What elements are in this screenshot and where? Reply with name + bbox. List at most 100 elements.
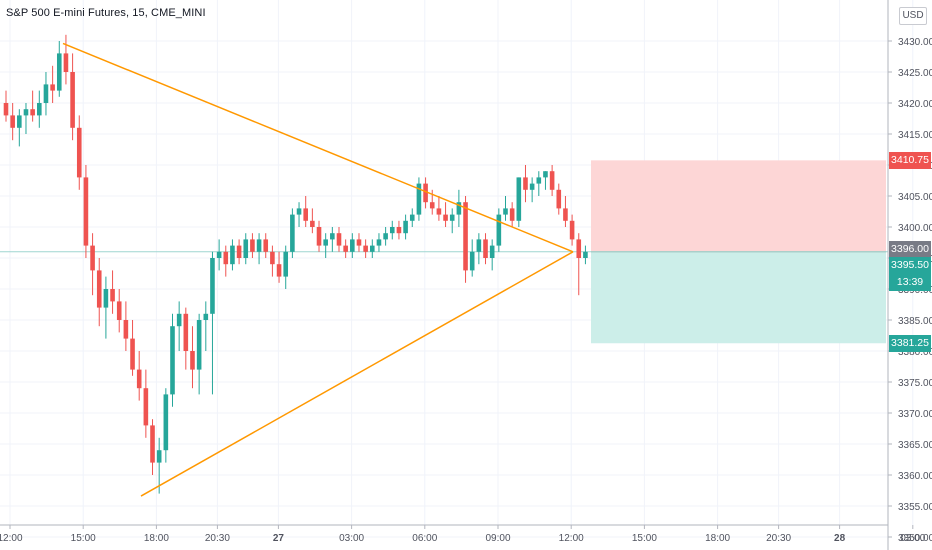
price-tick-label: 3385.00 [898, 316, 932, 327]
candle-up [543, 171, 548, 178]
candle-down [363, 245, 368, 252]
candle-up [203, 313, 209, 320]
candle-down [429, 202, 435, 209]
candle-up [583, 251, 588, 258]
candle-down [236, 245, 242, 258]
candle-down [483, 239, 488, 258]
price-tick-label: 3370.00 [898, 409, 932, 420]
candle-up [536, 177, 542, 184]
candle-down [110, 289, 115, 302]
candle-down [343, 245, 348, 252]
candle-down [523, 177, 528, 190]
candle-down [443, 214, 448, 221]
candle-down [556, 189, 562, 209]
chart-grid [0, 0, 914, 538]
candle-up [243, 239, 249, 258]
candle-down [509, 208, 515, 221]
price-tick-label: 3375.00 [898, 378, 932, 389]
position-zones[interactable] [0, 160, 888, 344]
price-tick-label: 3380.00 [898, 347, 932, 358]
candle-up [449, 214, 455, 221]
time-tick-label: 03:00 [339, 533, 364, 544]
time-tick-label: 06:00 [412, 533, 437, 544]
candle-up [156, 450, 162, 463]
price-tick-label: 3420.00 [898, 99, 932, 110]
candle-up [230, 245, 235, 265]
candle-down [549, 171, 555, 190]
price-tick-label: 3350.00 [898, 533, 932, 544]
candle-down [423, 183, 428, 203]
price-tick-label: 3425.00 [898, 68, 932, 79]
candle-down [316, 227, 322, 246]
candle-down [136, 369, 142, 389]
candle-up [383, 233, 388, 240]
price-tick-label: 3400.00 [898, 223, 932, 234]
candle-down [30, 109, 35, 116]
candle-down [63, 53, 69, 72]
candle-up [37, 103, 42, 116]
candle-up [163, 394, 169, 451]
time-tick-label: 12:00 [0, 533, 23, 544]
price-tick-label: 3415.00 [898, 130, 932, 141]
candle-down [70, 72, 75, 128]
entry-price-tag: 3395.50 [889, 257, 931, 275]
time-tick-label: 18:00 [144, 533, 169, 544]
time-tick-label: 15:00 [632, 533, 657, 544]
time-tick-label: 12:00 [559, 533, 584, 544]
time-tick-label: 18:00 [705, 533, 730, 544]
candle-up [456, 202, 462, 215]
candle-down [143, 388, 149, 426]
candle-down [223, 251, 229, 265]
candle-up [403, 220, 408, 234]
currency-button[interactable]: USD [899, 7, 927, 25]
candle-up [370, 245, 375, 252]
candle-down [336, 233, 342, 246]
candle-down [96, 270, 102, 308]
candle-up [43, 84, 49, 103]
candle-up [103, 289, 109, 308]
candle-up [170, 326, 175, 395]
trendline-upper[interactable] [62, 42, 574, 253]
candle-down [123, 320, 129, 339]
candle-series [3, 34, 588, 494]
price-tick-label: 3360.00 [898, 471, 932, 482]
time-tick-label: 28 [834, 533, 846, 544]
price-tick-label: 3365.00 [898, 440, 932, 451]
candle-up [516, 177, 522, 221]
time-tick-label: 20:30 [766, 533, 791, 544]
candle-down [10, 115, 15, 128]
candle-down [569, 220, 575, 240]
candle-up [416, 183, 422, 215]
stop-loss-zone[interactable] [591, 160, 886, 252]
candle-down [276, 264, 282, 277]
candle-down [50, 84, 55, 91]
price-tick-label: 3405.00 [898, 192, 932, 203]
price-tick-label: 3355.00 [898, 502, 932, 513]
target-price-tag: 3381.25 [889, 334, 931, 352]
candle-down [76, 127, 82, 178]
trendlines[interactable] [62, 42, 574, 497]
trendline-lower[interactable] [140, 251, 574, 497]
candle-down [183, 313, 189, 351]
bar-countdown-tag: 13:39 [889, 274, 931, 292]
candle-down [116, 301, 122, 320]
candle-down [190, 351, 195, 370]
candle-down [310, 220, 315, 227]
candle-up [210, 258, 215, 314]
candle-up [283, 251, 289, 277]
take-profit-zone[interactable] [591, 251, 886, 344]
candle-up [290, 214, 295, 252]
candle-up [330, 233, 335, 240]
candle-up [476, 239, 482, 252]
candle-up [216, 251, 222, 258]
candle-down [356, 239, 362, 246]
candle-up [529, 183, 535, 190]
candle-down [150, 425, 155, 463]
candle-up [376, 239, 382, 246]
candle-up [296, 208, 302, 215]
time-tick-label: 15:00 [71, 533, 96, 544]
candle-up [469, 251, 475, 271]
candle-up [409, 214, 415, 221]
candle-up [496, 214, 502, 246]
